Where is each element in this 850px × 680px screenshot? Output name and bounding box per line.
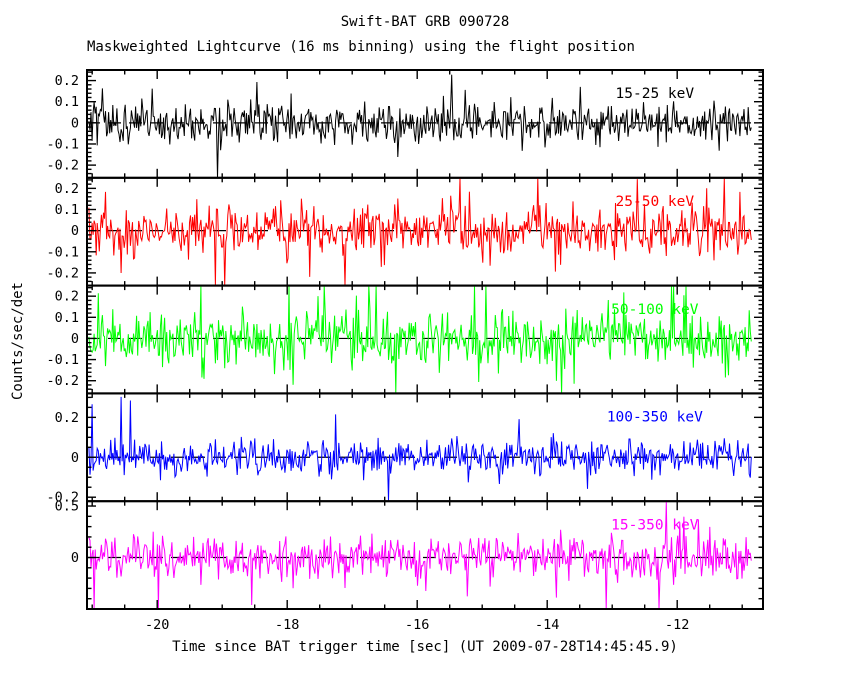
lightcurve-series [88,396,752,502]
y-tick-label: -0.2 [46,490,79,506]
y-tick-label: 0.2 [55,410,79,426]
y-tick-label: 0 [71,115,79,131]
x-tick-label: -14 [535,617,559,633]
x-tick-label: -16 [405,617,429,633]
x-tick-label: -12 [665,617,689,633]
y-tick-label: -0.2 [46,265,79,281]
energy-band-label: 25-50 keV [616,194,695,210]
panel-15-25-kev: -0.2 -0.1 0 0.1 0.2 15-25 keV [46,69,764,179]
y-tick-label: -0.1 [46,136,79,152]
lightcurve-series [88,74,752,178]
y-tick-label: 0 [71,331,79,347]
panel-25-50-kev: -0.2 -0.1 0 0.1 0.2 25-50 keV [46,176,764,287]
panel-50-100-kev: -0.2 -0.1 0 0.1 0.2 50-100 keV [46,284,764,395]
y-tick-label: 0 [71,223,79,239]
y-tick-label: 0.1 [55,202,79,218]
y-tick-label: -0.2 [46,373,79,389]
panel-100-350-kev: -0.2 0 0.2 100-350 keV [46,392,764,506]
panel-border [86,500,764,611]
y-tick-label: 0.1 [55,94,79,110]
energy-band-label: 15-350 keV [611,517,699,533]
energy-band-label: 100-350 keV [607,410,703,426]
y-tick-label: 0 [71,550,79,566]
y-tick-label: 0 [71,450,79,466]
y-tick-label: -0.1 [46,244,79,260]
y-tick-label: 0.2 [55,181,79,197]
energy-band-label: 15-25 keV [616,86,695,102]
y-tick-label: 0.5 [55,499,79,515]
y-tick-label: -0.2 [46,158,79,174]
lightcurve-series [88,177,752,286]
energy-band-label: 50-100 keV [611,302,699,318]
x-axis-label: Time since BAT trigger time [sec] (UT 20… [172,639,678,655]
lightcurve-series [88,501,752,610]
y-tick-label: -0.1 [46,352,79,368]
x-tick-label: -20 [145,617,169,633]
y-tick-label: 0.2 [55,289,79,305]
lightcurve-series [88,285,752,394]
figure-title: Swift-BAT GRB 090728 [340,14,510,30]
panel-15-350-kev: 0 0.5 15-350 keV [55,499,764,611]
x-tick-label: -18 [275,617,299,633]
figure-subtitle: Maskweighted Lightcurve (16 ms binning) … [87,39,635,55]
y-tick-label: 0.2 [55,73,79,89]
y-tick-label: 0.1 [55,310,79,326]
